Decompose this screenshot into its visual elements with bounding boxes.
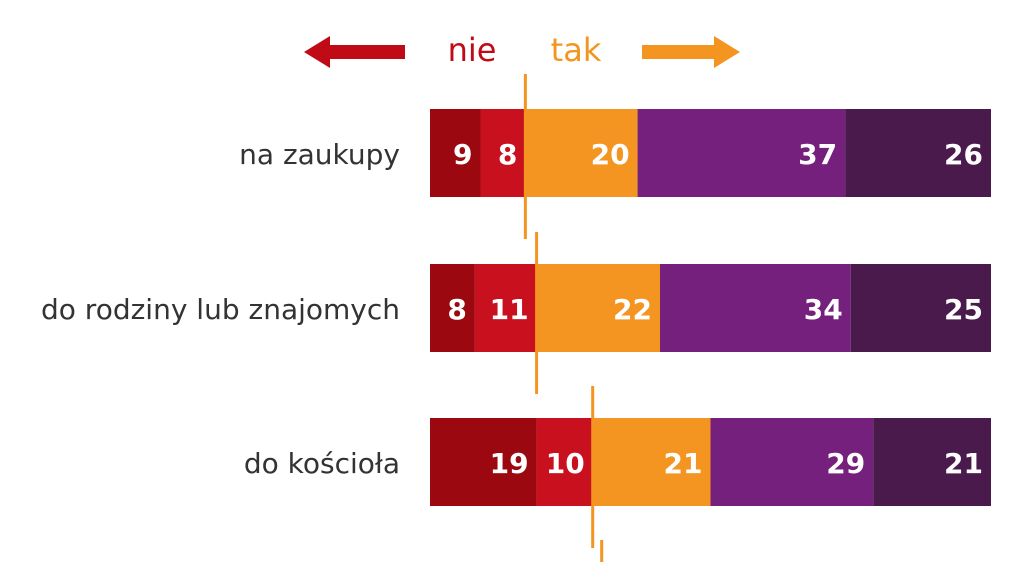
bar-segment: [536, 418, 593, 506]
data-label: 10: [546, 447, 585, 480]
data-label: 21: [944, 447, 983, 480]
category-labels: na zaukupy do rodziny lub znajomych do koś…: [41, 138, 400, 480]
bar-segment: [536, 264, 661, 352]
legend: nie tak: [304, 31, 740, 69]
bar-segment: [480, 109, 526, 197]
data-label: 19: [490, 447, 529, 480]
midpoint-markers: [523, 74, 604, 562]
data-label: 8: [447, 293, 466, 326]
data-label: 11: [490, 293, 529, 326]
bar-segment: [850, 264, 991, 352]
legend-nie-label: nie: [448, 31, 497, 69]
data-label: 29: [826, 447, 865, 480]
right-arrow-icon: [642, 36, 740, 68]
data-label: 34: [804, 293, 843, 326]
data-label: 22: [613, 293, 652, 326]
bar-segment: [430, 264, 475, 352]
bar-segment: [525, 109, 638, 197]
category-label: na zaukupy: [239, 138, 400, 171]
bar-segment: [845, 109, 991, 197]
bar-segment: [430, 109, 481, 197]
bar-segment: [637, 109, 846, 197]
bars: [430, 109, 991, 506]
category-label: do rodziny lub znajomych: [41, 293, 400, 326]
bar-segment: [592, 418, 711, 506]
legend-tak-label: tak: [551, 31, 602, 69]
data-label: 9: [453, 138, 472, 171]
bar-segment: [660, 264, 851, 352]
data-label: 8: [498, 138, 517, 171]
data-label: 20: [591, 138, 630, 171]
data-label: 26: [944, 138, 983, 171]
data-label: 37: [798, 138, 837, 171]
data-label: 21: [664, 447, 703, 480]
bar-segment: [873, 418, 991, 506]
left-arrow-icon: [304, 36, 405, 68]
data-label: 25: [944, 293, 983, 326]
bar-segment: [430, 418, 537, 506]
bar-segment: [710, 418, 874, 506]
bar-segment: [474, 264, 537, 352]
category-label: do kościoła: [244, 447, 400, 480]
